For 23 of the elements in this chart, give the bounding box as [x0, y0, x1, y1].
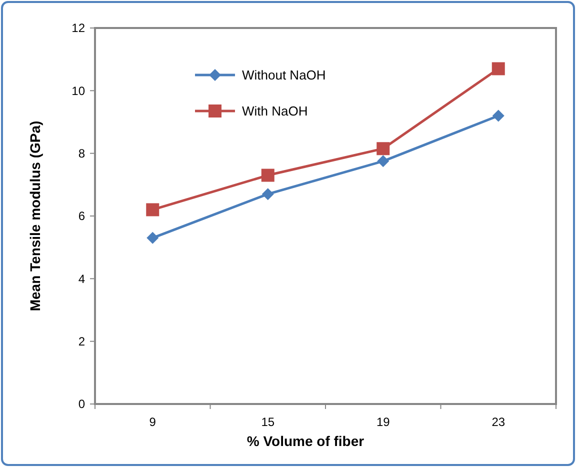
y-axis-title: Mean Tensile modulus (GPa): [27, 120, 43, 312]
x-axis-title: % Volume of fiber: [246, 433, 365, 449]
y-tick-label: 0: [78, 397, 86, 412]
point: [376, 142, 390, 156]
legend-label: With NaOH: [242, 104, 308, 119]
point: [146, 203, 160, 216]
point: [146, 232, 159, 244]
y-tick-label: 12: [72, 21, 86, 36]
x-tick-label: 15: [261, 415, 275, 429]
x-tick-label: 19: [376, 415, 390, 429]
y-tick-label: 2: [78, 334, 86, 349]
legend-label: Without NaOH: [242, 68, 326, 83]
point: [492, 110, 504, 122]
y-tick-label: 6: [78, 209, 86, 224]
point: [377, 155, 390, 168]
y-tick-label: 8: [78, 146, 86, 161]
point: [492, 62, 505, 76]
y-tick-label: 10: [72, 84, 86, 98]
x-tick-label: 9: [149, 415, 156, 429]
point: [262, 188, 274, 200]
x-tick-label: 23: [492, 415, 506, 429]
point: [261, 168, 274, 182]
y-tick-label: 4: [78, 272, 86, 286]
